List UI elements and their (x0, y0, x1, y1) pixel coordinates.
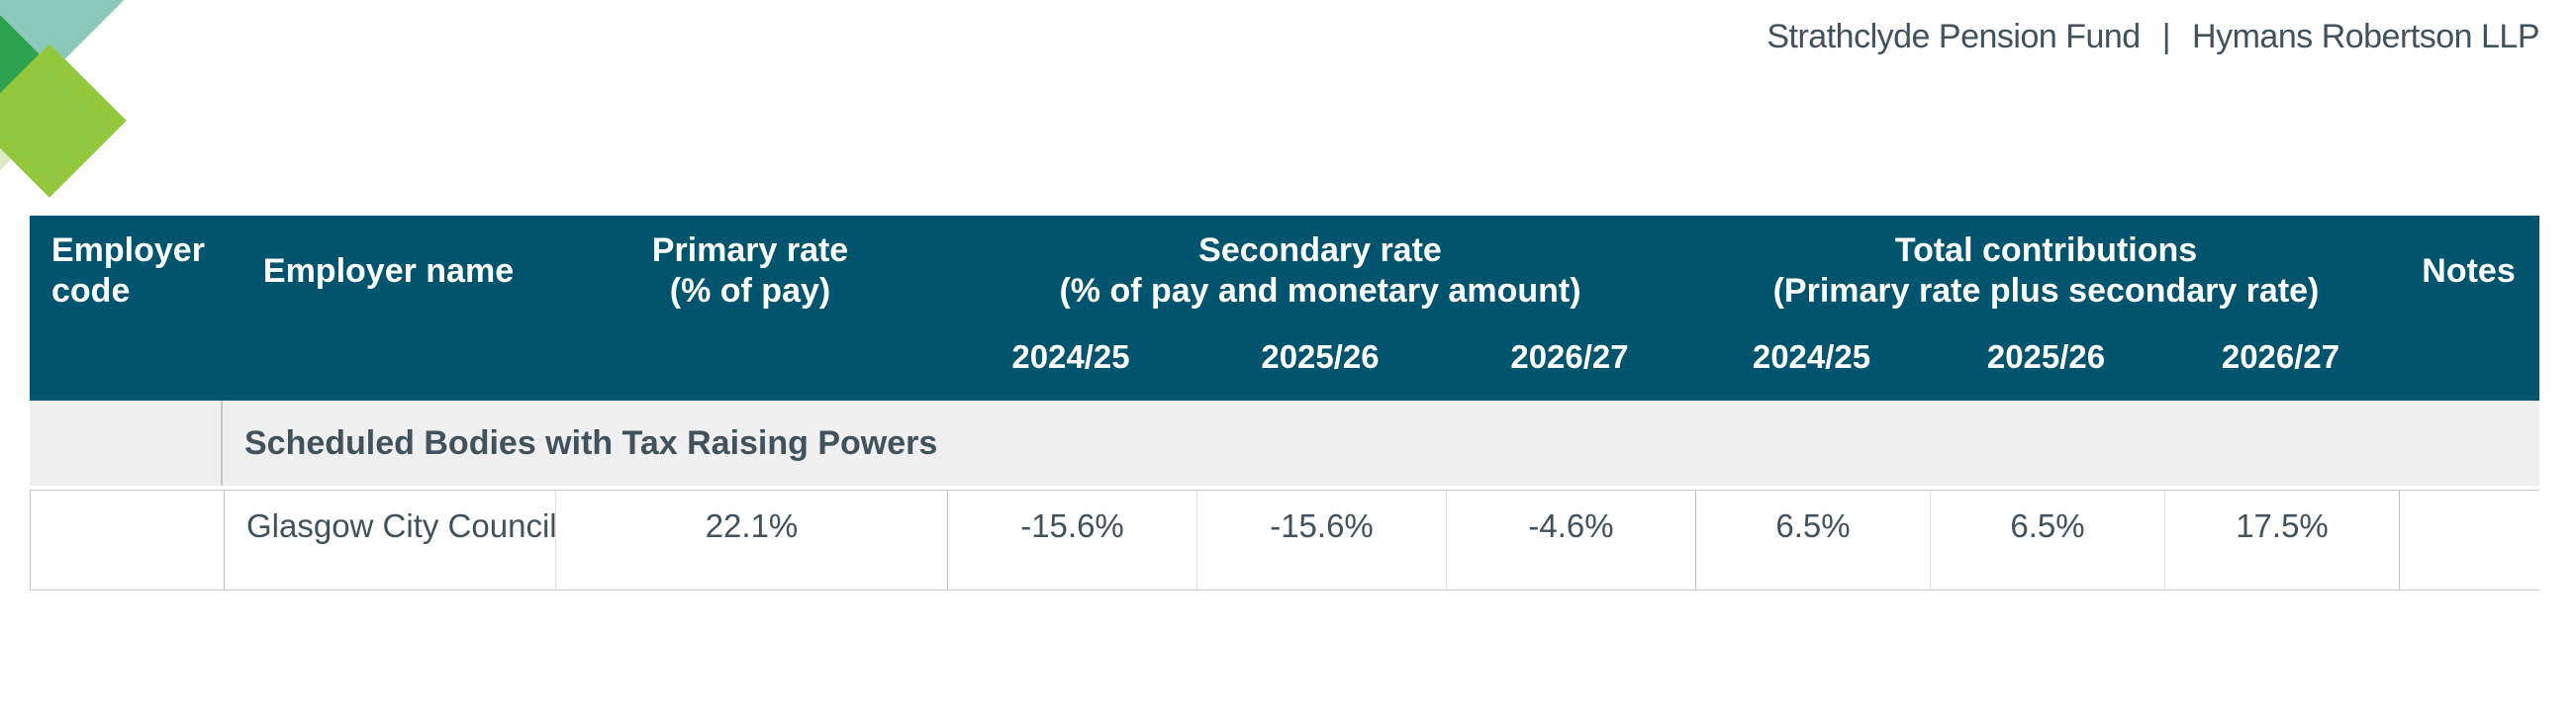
masthead: Strathclyde Pension Fund | Hymans Robert… (1766, 18, 2539, 55)
year-spacer (554, 357, 946, 371)
masthead-firm-name: Hymans Robertson LLP (2192, 18, 2539, 55)
masthead-separator: | (2161, 18, 2171, 55)
total-contributions-line2: (Primary rate plus secondary rate) (1772, 272, 2320, 310)
secondary-year-2024-25: 2024/25 (1011, 337, 1130, 375)
cell-total-2024-25: 6.5% (1695, 491, 1930, 590)
table-row: Glasgow City Council 22.1% -15.6% -15.6%… (30, 490, 2539, 591)
section-row: Scheduled Bodies with Tax Raising Powers (30, 401, 2539, 486)
cell-secondary-2025-26: -15.6% (1196, 491, 1446, 590)
year-spacer (223, 357, 554, 371)
contribution-rates-table: Employer code Employer name Primary rate… (30, 216, 2539, 591)
brand-logo (0, 0, 247, 232)
cell-total-2026-27: 17.5% (2164, 491, 2399, 590)
column-header-notes: Notes (2422, 251, 2516, 290)
total-year-2024-25: 2024/25 (1752, 337, 1871, 375)
secondary-year-2026-27: 2026/27 (1510, 337, 1629, 375)
cell-employer-name: Glasgow City Council (224, 491, 557, 590)
secondary-rate-line2: (% of pay and monetary amount) (1059, 272, 1581, 310)
cell-total-2025-26: 6.5% (1930, 491, 2164, 590)
year-spacer (30, 357, 223, 371)
cell-primary-rate: 22.1% (555, 491, 947, 590)
cell-secondary-2026-27: -4.6% (1446, 491, 1695, 590)
column-header-total-contributions: Total contributions (Primary rate plus s… (1694, 230, 2398, 312)
total-year-2026-27: 2026/27 (2221, 337, 2340, 375)
column-header-secondary-rate: Secondary rate (% of pay and monetary am… (946, 230, 1694, 312)
section-title: Scheduled Bodies with Tax Raising Powers (244, 423, 938, 462)
table-header-labels-row: Employer code Employer name Primary rate… (30, 216, 2539, 326)
cell-notes (2399, 491, 2540, 590)
cell-employer-code (31, 491, 224, 590)
secondary-year-2025-26: 2025/26 (1261, 337, 1380, 375)
row-gap (30, 486, 2539, 490)
total-contributions-line1: Total contributions (1894, 231, 2198, 269)
primary-rate-line1: Primary rate (651, 231, 849, 269)
table-header-years-row: 2024/25 2025/26 2026/27 2024/25 2025/26 … (30, 326, 2539, 401)
year-spacer (2398, 357, 2539, 371)
cell-secondary-2024-25: -15.6% (947, 491, 1196, 590)
table-header: Employer code Employer name Primary rate… (30, 216, 2539, 401)
primary-rate-line2: (% of pay) (669, 272, 831, 310)
column-header-employer-name: Employer name (262, 251, 515, 290)
column-header-primary-rate: Primary rate (% of pay) (554, 230, 946, 312)
section-code-cell (30, 401, 223, 486)
secondary-rate-line1: Secondary rate (1198, 231, 1442, 269)
column-header-employer-code: Employer code (51, 231, 205, 310)
total-year-2025-26: 2025/26 (1986, 337, 2106, 375)
masthead-fund-name: Strathclyde Pension Fund (1766, 18, 2141, 55)
